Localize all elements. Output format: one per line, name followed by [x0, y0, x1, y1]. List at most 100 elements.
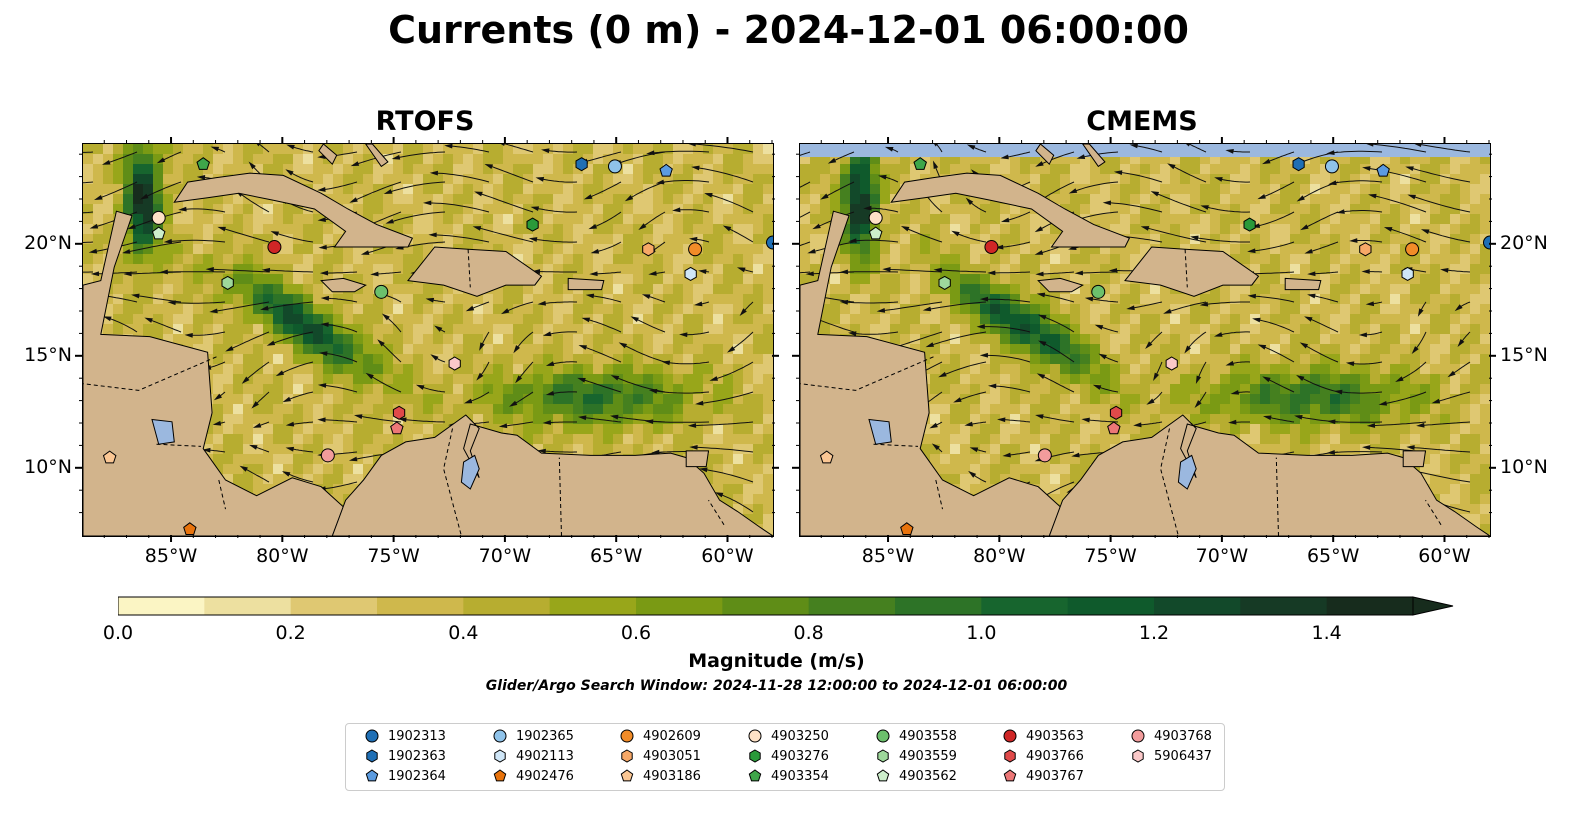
legend-label: 4903250 [771, 728, 829, 744]
legend-marker-4903766 [1004, 749, 1016, 763]
legend-item-4903559: 4903559 [875, 747, 957, 765]
x-tick-label-75°W-0: 75°W [367, 545, 420, 567]
x-tick-label-65°W-1: 65°W [1306, 545, 1360, 567]
float-4903558-marker [1091, 284, 1106, 299]
panel-title-rtofs: RTOFS [375, 106, 475, 137]
legend-marker-5906437 [1132, 749, 1144, 763]
legend-item-4903768: 4903768 [1130, 727, 1212, 745]
y-tick-label-right-10°N: 10°N [1500, 455, 1548, 478]
colorbar-bin-11 [1067, 597, 1155, 615]
legend-item-4902113: 4902113 [492, 747, 574, 765]
float-markers [819, 157, 1490, 535]
country-border [800, 356, 934, 391]
legend-marker-4903562 [876, 769, 890, 782]
float-4903563-marker [267, 240, 282, 255]
float-4903186-marker [102, 450, 117, 464]
colorbar [117, 596, 1458, 622]
float-5906437-marker [448, 356, 461, 371]
country-border [1425, 499, 1442, 526]
legend-label: 4903276 [771, 748, 829, 764]
float-1902365-marker [1324, 159, 1339, 174]
legend-item-4902476: 4902476 [492, 767, 574, 785]
legend-item-4903563: 4903563 [1002, 727, 1084, 745]
x-tick-label-75°W-1: 75°W [1084, 545, 1137, 567]
float-4903768-marker [1037, 448, 1052, 463]
legend-marker-4903186 [620, 769, 634, 782]
float-4903051-marker [642, 242, 655, 257]
country-border [1184, 249, 1188, 288]
legend: 1902313 1902363 1902364 1902365 4902113 49024… [345, 723, 1225, 791]
legend-label: 4902476 [516, 768, 574, 784]
legend-marker-4903563 [1003, 729, 1017, 743]
legend-marker-1902363 [366, 749, 378, 763]
country-border [467, 249, 471, 288]
colorbar-tick-1.2: 1.2 [1138, 622, 1170, 644]
float-4903276-marker [526, 217, 539, 232]
float-4902609-marker [688, 242, 703, 257]
float-4903562-marker [151, 226, 166, 240]
legend-marker-4902476 [493, 769, 507, 782]
float-1902363-marker [575, 157, 588, 172]
float-4903354-marker [913, 157, 927, 170]
legend-item-1902363: 1902363 [364, 747, 446, 765]
colorbar-tick-0.2: 0.2 [275, 622, 306, 644]
colorbar-bin-3 [377, 597, 464, 615]
float-4902113-marker [1401, 266, 1414, 281]
country-border [83, 356, 217, 391]
colorbar-tick-1.4: 1.4 [1311, 622, 1342, 644]
colorbar-bin-8 [808, 597, 896, 615]
float-1902313-marker [1483, 235, 1490, 250]
legend-label: 4902113 [516, 748, 574, 764]
colorbar-bin-14 [1326, 597, 1414, 615]
legend-label: 4903559 [899, 748, 957, 764]
country-border [708, 499, 725, 526]
legend-item-1902313: 1902313 [364, 727, 446, 745]
float-1902365-marker [607, 159, 622, 174]
legend-item-4903562: 4903562 [875, 767, 957, 785]
legend-item-4903186: 4903186 [619, 767, 701, 785]
country-border [873, 443, 919, 447]
figure-title: Currents (0 m) - 2024-12-01 06:00:00 [388, 8, 1189, 52]
float-4903051-marker [1359, 242, 1372, 257]
colorbar-tick-0.0: 0.0 [102, 622, 134, 644]
legend-marker-4903051 [621, 749, 633, 763]
country-border [1275, 457, 1279, 536]
float-4903766-marker [392, 405, 406, 420]
legend-item-5906437: 5906437 [1130, 747, 1212, 765]
legend-label: 4903766 [1026, 748, 1084, 764]
float-4903563-marker [984, 240, 999, 255]
float-5906437-marker [1165, 356, 1178, 371]
legend-label: 4903186 [643, 768, 701, 784]
y-tick-label-right-20°N: 20°N [1500, 231, 1548, 254]
colorbar-tick-1.0: 1.0 [966, 622, 997, 644]
colorbar-bin-1 [204, 597, 292, 615]
current-magnitude-field [83, 144, 773, 536]
x-tick-label-60°W-1: 60°W [1418, 545, 1471, 567]
float-4903250-marker [151, 210, 166, 225]
legend-marker-1902313 [365, 729, 379, 743]
y-tick-label-right-15°N: 15°N [1500, 343, 1548, 366]
float-4903767-marker [1107, 421, 1121, 435]
legend-label: 4903558 [899, 728, 957, 744]
country-border [1160, 428, 1179, 536]
legend-label: 4903767 [1026, 768, 1084, 784]
float-4903186-marker [819, 450, 834, 464]
legend-label: 4902609 [643, 728, 701, 744]
legend-marker-4903767 [1003, 769, 1017, 782]
legend-marker-1902365 [493, 729, 507, 743]
legend-label: 4903051 [643, 748, 701, 764]
map-panel-cmems[interactable] [799, 143, 1491, 537]
legend-item-4903250: 4903250 [747, 727, 829, 745]
legend-item-4903766: 4903766 [1002, 747, 1084, 765]
legend-item-1902365: 1902365 [492, 727, 574, 745]
legend-marker-4903276 [749, 749, 761, 763]
colorbar-bin-6 [636, 597, 723, 615]
legend-item-4902609: 4902609 [619, 727, 701, 745]
land [800, 144, 1490, 536]
colorbar-tick-0.4: 0.4 [448, 622, 479, 644]
float-4902476-marker [183, 522, 197, 535]
float-4902609-marker [1405, 242, 1420, 257]
colorbar-tick-0.8: 0.8 [793, 622, 824, 644]
map-panel-rtofs[interactable] [82, 143, 774, 537]
y-tick-label-left-20°N: 20°N [24, 231, 72, 254]
